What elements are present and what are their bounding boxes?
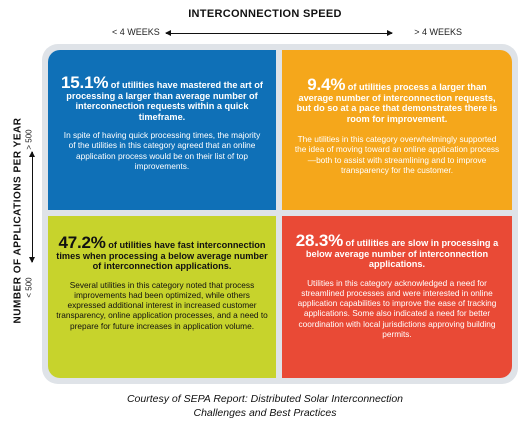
quadrant-percent: 9.4% [307, 75, 346, 94]
quadrant-headline: 9.4% of utilities process a larger than … [292, 76, 502, 124]
quadrant-top-left: 15.1% of utilities have mastered the art… [48, 50, 276, 210]
quadrant-headline-text: of utilities have mastered the art of pr… [66, 80, 263, 122]
quadrant-bottom-right: 28.3% of utilities are slow in processin… [282, 216, 512, 378]
double-arrow-vertical-icon [29, 151, 35, 263]
quadrant-headline: 15.1% of utilities have mastered the art… [60, 74, 264, 122]
quadrant-percent: 15.1% [61, 73, 109, 92]
y-axis-label: NUMBER OF APPLICATIONS PER YEAR [12, 117, 24, 324]
source-credit-line1: Courtesy of SEPA Report: Distributed Sol… [126, 393, 404, 405]
quadrant-headline: 28.3% of utilities are slow in processin… [292, 232, 502, 270]
quadrant-headline: 47.2% of utilities have fast interconnec… [56, 234, 268, 272]
speed-axis: < 4 WEEKS > 4 WEEKS [112, 27, 462, 41]
quadrant-body: Several utilities in this category noted… [56, 279, 268, 331]
quadrant-percent: 28.3% [295, 231, 343, 250]
quadrant-headline-text: of utilities process a larger than avera… [296, 82, 498, 124]
chart-title: INTERCONNECTION SPEED [188, 8, 342, 20]
quadrant-grid: 15.1% of utilities have mastered the art… [42, 44, 518, 384]
y-axis-bottom-label: < 500 [24, 277, 34, 298]
double-arrow-horizontal-icon [165, 30, 393, 36]
speed-left-label: < 4 WEEKS [112, 27, 160, 37]
source-credit: Courtesy of SEPA Report: Distributed Sol… [0, 392, 530, 420]
quadrant-headline-text: of utilities are slow in processing a be… [305, 238, 499, 269]
quadrant-percent: 47.2% [58, 233, 106, 252]
quadrant-headline-text: of utilities have fast interconnection t… [56, 240, 268, 271]
quadrant-body: In spite of having quick processing time… [63, 130, 261, 171]
source-credit-line2: Challenges and Best Practices [193, 407, 337, 419]
quadrant-bottom-left: 47.2% of utilities have fast interconnec… [48, 216, 276, 378]
quadrant-body: Utilities in this category acknowledged … [297, 277, 497, 339]
quadrant-body: The utilities in this category overwhelm… [294, 134, 500, 175]
speed-right-label: > 4 WEEKS [414, 27, 462, 37]
quadrant-top-right: 9.4% of utilities process a larger than … [282, 50, 512, 210]
